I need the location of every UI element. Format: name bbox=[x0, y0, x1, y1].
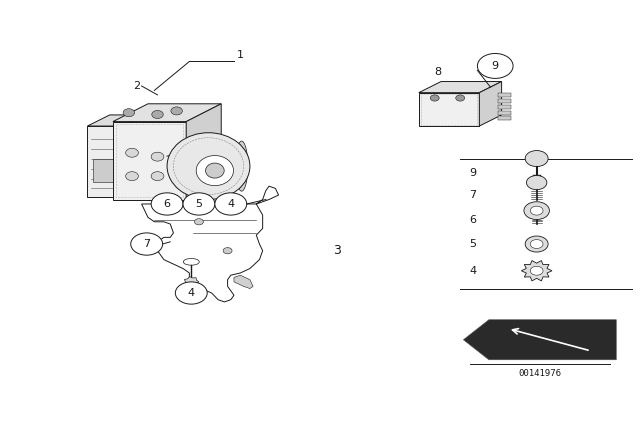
Text: 5: 5 bbox=[469, 239, 476, 249]
Polygon shape bbox=[499, 111, 511, 115]
Circle shape bbox=[531, 206, 543, 215]
Polygon shape bbox=[93, 159, 117, 182]
Circle shape bbox=[525, 236, 548, 252]
Ellipse shape bbox=[183, 258, 199, 265]
Text: 1: 1 bbox=[237, 50, 244, 60]
Circle shape bbox=[195, 219, 204, 225]
Polygon shape bbox=[113, 104, 221, 121]
Circle shape bbox=[175, 282, 207, 304]
Polygon shape bbox=[184, 277, 199, 287]
Circle shape bbox=[171, 107, 182, 115]
Circle shape bbox=[151, 193, 183, 215]
Ellipse shape bbox=[196, 155, 234, 185]
Polygon shape bbox=[499, 99, 511, 103]
Polygon shape bbox=[499, 105, 511, 109]
Circle shape bbox=[531, 266, 543, 275]
Text: 8: 8 bbox=[435, 67, 442, 77]
Text: 6: 6 bbox=[469, 215, 476, 224]
Text: 7: 7 bbox=[143, 239, 150, 249]
Polygon shape bbox=[463, 320, 616, 360]
Polygon shape bbox=[234, 275, 253, 289]
Circle shape bbox=[525, 151, 548, 167]
Polygon shape bbox=[122, 115, 145, 197]
Circle shape bbox=[123, 109, 134, 116]
Text: 4: 4 bbox=[469, 266, 476, 276]
Polygon shape bbox=[419, 93, 479, 126]
Polygon shape bbox=[419, 82, 502, 93]
Text: 00141976: 00141976 bbox=[518, 369, 561, 378]
Text: 9: 9 bbox=[492, 61, 499, 71]
Text: 4: 4 bbox=[188, 288, 195, 298]
Circle shape bbox=[152, 111, 163, 118]
FancyArrowPatch shape bbox=[513, 328, 588, 350]
Circle shape bbox=[477, 53, 513, 78]
Text: 7: 7 bbox=[469, 190, 476, 200]
Circle shape bbox=[131, 233, 163, 255]
Text: 6: 6 bbox=[164, 199, 171, 209]
Ellipse shape bbox=[236, 141, 248, 191]
Circle shape bbox=[430, 95, 439, 101]
Circle shape bbox=[125, 172, 138, 181]
Circle shape bbox=[215, 193, 246, 215]
Circle shape bbox=[524, 202, 549, 220]
Circle shape bbox=[151, 152, 164, 161]
Ellipse shape bbox=[205, 163, 224, 178]
Circle shape bbox=[223, 248, 232, 254]
Polygon shape bbox=[522, 261, 552, 281]
Polygon shape bbox=[88, 115, 145, 126]
Ellipse shape bbox=[167, 133, 250, 199]
Polygon shape bbox=[186, 104, 221, 199]
Text: 2: 2 bbox=[133, 81, 140, 91]
Circle shape bbox=[151, 172, 164, 181]
Text: 9: 9 bbox=[469, 168, 476, 178]
Text: 3: 3 bbox=[333, 244, 340, 257]
Circle shape bbox=[531, 240, 543, 249]
Polygon shape bbox=[113, 121, 186, 199]
Circle shape bbox=[456, 95, 465, 101]
Circle shape bbox=[125, 148, 138, 157]
Circle shape bbox=[527, 176, 547, 190]
Text: 4: 4 bbox=[227, 199, 234, 209]
Polygon shape bbox=[499, 116, 511, 121]
Circle shape bbox=[183, 193, 215, 215]
Polygon shape bbox=[141, 186, 278, 302]
Polygon shape bbox=[499, 93, 511, 97]
Text: 5: 5 bbox=[195, 199, 202, 209]
Polygon shape bbox=[479, 82, 502, 126]
Polygon shape bbox=[88, 126, 122, 197]
